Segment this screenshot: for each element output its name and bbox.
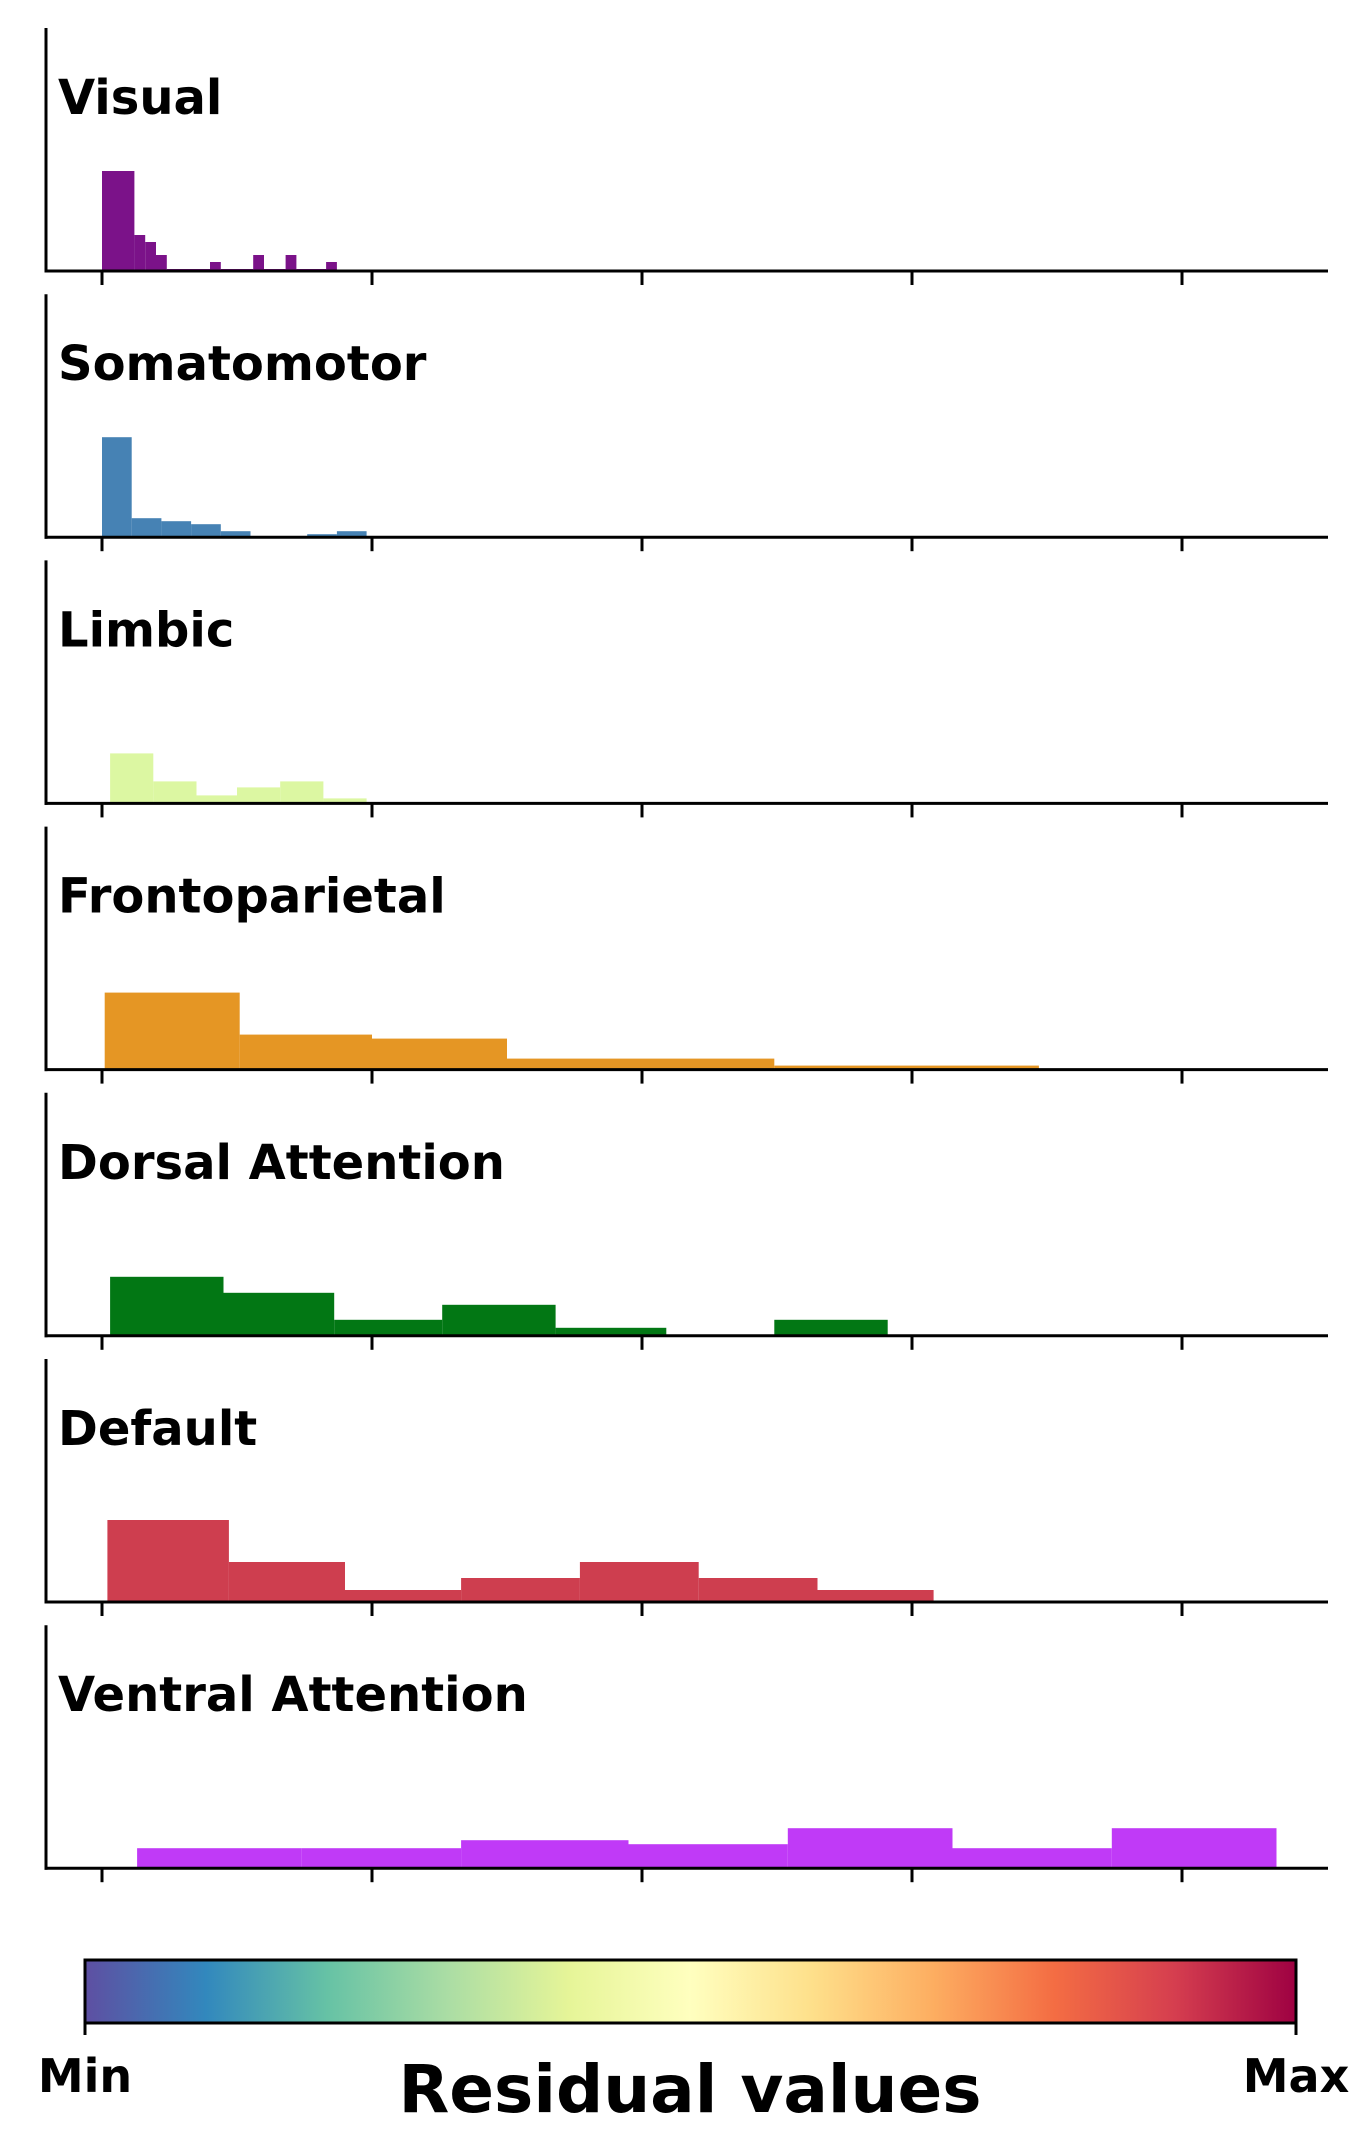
- histogram-bar: [323, 798, 367, 804]
- colorbar-max-label: Max: [1243, 2049, 1350, 2103]
- histogram-bar: [253, 255, 264, 271]
- histogram-bar: [134, 235, 146, 271]
- histogram-bar: [372, 1038, 507, 1070]
- histogram-bar: [774, 1065, 1039, 1070]
- histogram-panels: Visual Somatomotor Limbic Frontoparietal Dor…: [44, 28, 1328, 1883]
- histogram-bar: [579, 1562, 699, 1602]
- histogram-bar: [336, 531, 367, 538]
- histogram-panel: Ventral Attention: [44, 1625, 1328, 1883]
- histogram-bar: [107, 1520, 229, 1602]
- histogram-bar: [555, 1327, 667, 1336]
- histogram-panel: Frontoparietal: [44, 826, 1328, 1084]
- histogram-bar: [345, 1590, 462, 1602]
- colorbar-min-label: Min: [38, 2049, 132, 2103]
- histogram-bar: [131, 518, 162, 538]
- histogram-bar: [461, 1840, 629, 1869]
- histogram-panel: Somatomotor: [44, 294, 1328, 552]
- histogram-bar: [223, 1292, 335, 1336]
- histogram-panel: Limbic: [44, 560, 1328, 818]
- histogram-bar: [110, 753, 154, 804]
- histogram-bar: [334, 1319, 443, 1336]
- histogram-bar: [153, 781, 197, 804]
- panel-title: Ventral Attention: [58, 1667, 528, 1723]
- histogram-bar: [137, 1848, 302, 1869]
- colorbar-gradient: [83, 1958, 1298, 2025]
- histogram-bar: [285, 255, 297, 271]
- histogram-bar: [156, 255, 167, 271]
- histogram-bar: [220, 531, 251, 538]
- histogram-bar: [952, 1848, 1112, 1869]
- histogram-bar: [301, 1848, 462, 1869]
- panel-title: Visual: [58, 70, 222, 126]
- histogram-bar: [228, 1562, 345, 1602]
- histogram-bar: [237, 787, 281, 804]
- histogram-bar: [698, 1578, 818, 1602]
- histogram-panel: Default: [44, 1359, 1328, 1616]
- histogram-bar: [628, 1844, 788, 1869]
- histogram-bar: [507, 1058, 775, 1070]
- histogram-bar: [774, 1319, 888, 1336]
- histogram-bar: [102, 437, 132, 538]
- panel-title: Default: [58, 1401, 257, 1457]
- panel-title: Frontoparietal: [58, 869, 446, 925]
- histogram-bar: [461, 1578, 580, 1602]
- histogram-panel: Dorsal Attention: [44, 1092, 1328, 1350]
- histogram-bar: [326, 262, 337, 271]
- histogram-bar: [161, 521, 192, 538]
- histogram-bar: [1111, 1828, 1277, 1869]
- histogram-bar: [104, 992, 240, 1070]
- colorbar: Min Max Residual values: [38, 1958, 1350, 2128]
- histogram-bar: [210, 262, 221, 271]
- panel-title: Dorsal Attention: [58, 1135, 505, 1191]
- histogram-bar: [280, 781, 324, 804]
- histogram-bar: [817, 1590, 934, 1602]
- histogram-bar: [787, 1828, 953, 1869]
- histogram-panel: Visual: [44, 28, 1328, 285]
- histogram-bar: [239, 1034, 372, 1070]
- histogram-bar: [442, 1304, 556, 1336]
- histogram-bar: [102, 171, 135, 271]
- histogram-bar: [196, 795, 237, 804]
- colorbar-title: Residual values: [398, 2051, 981, 2128]
- panel-title: Limbic: [58, 602, 234, 658]
- histogram-bar: [191, 524, 221, 538]
- panel-title: Somatomotor: [58, 336, 427, 392]
- histogram-bar: [110, 1276, 224, 1336]
- histogram-bar: [145, 242, 156, 271]
